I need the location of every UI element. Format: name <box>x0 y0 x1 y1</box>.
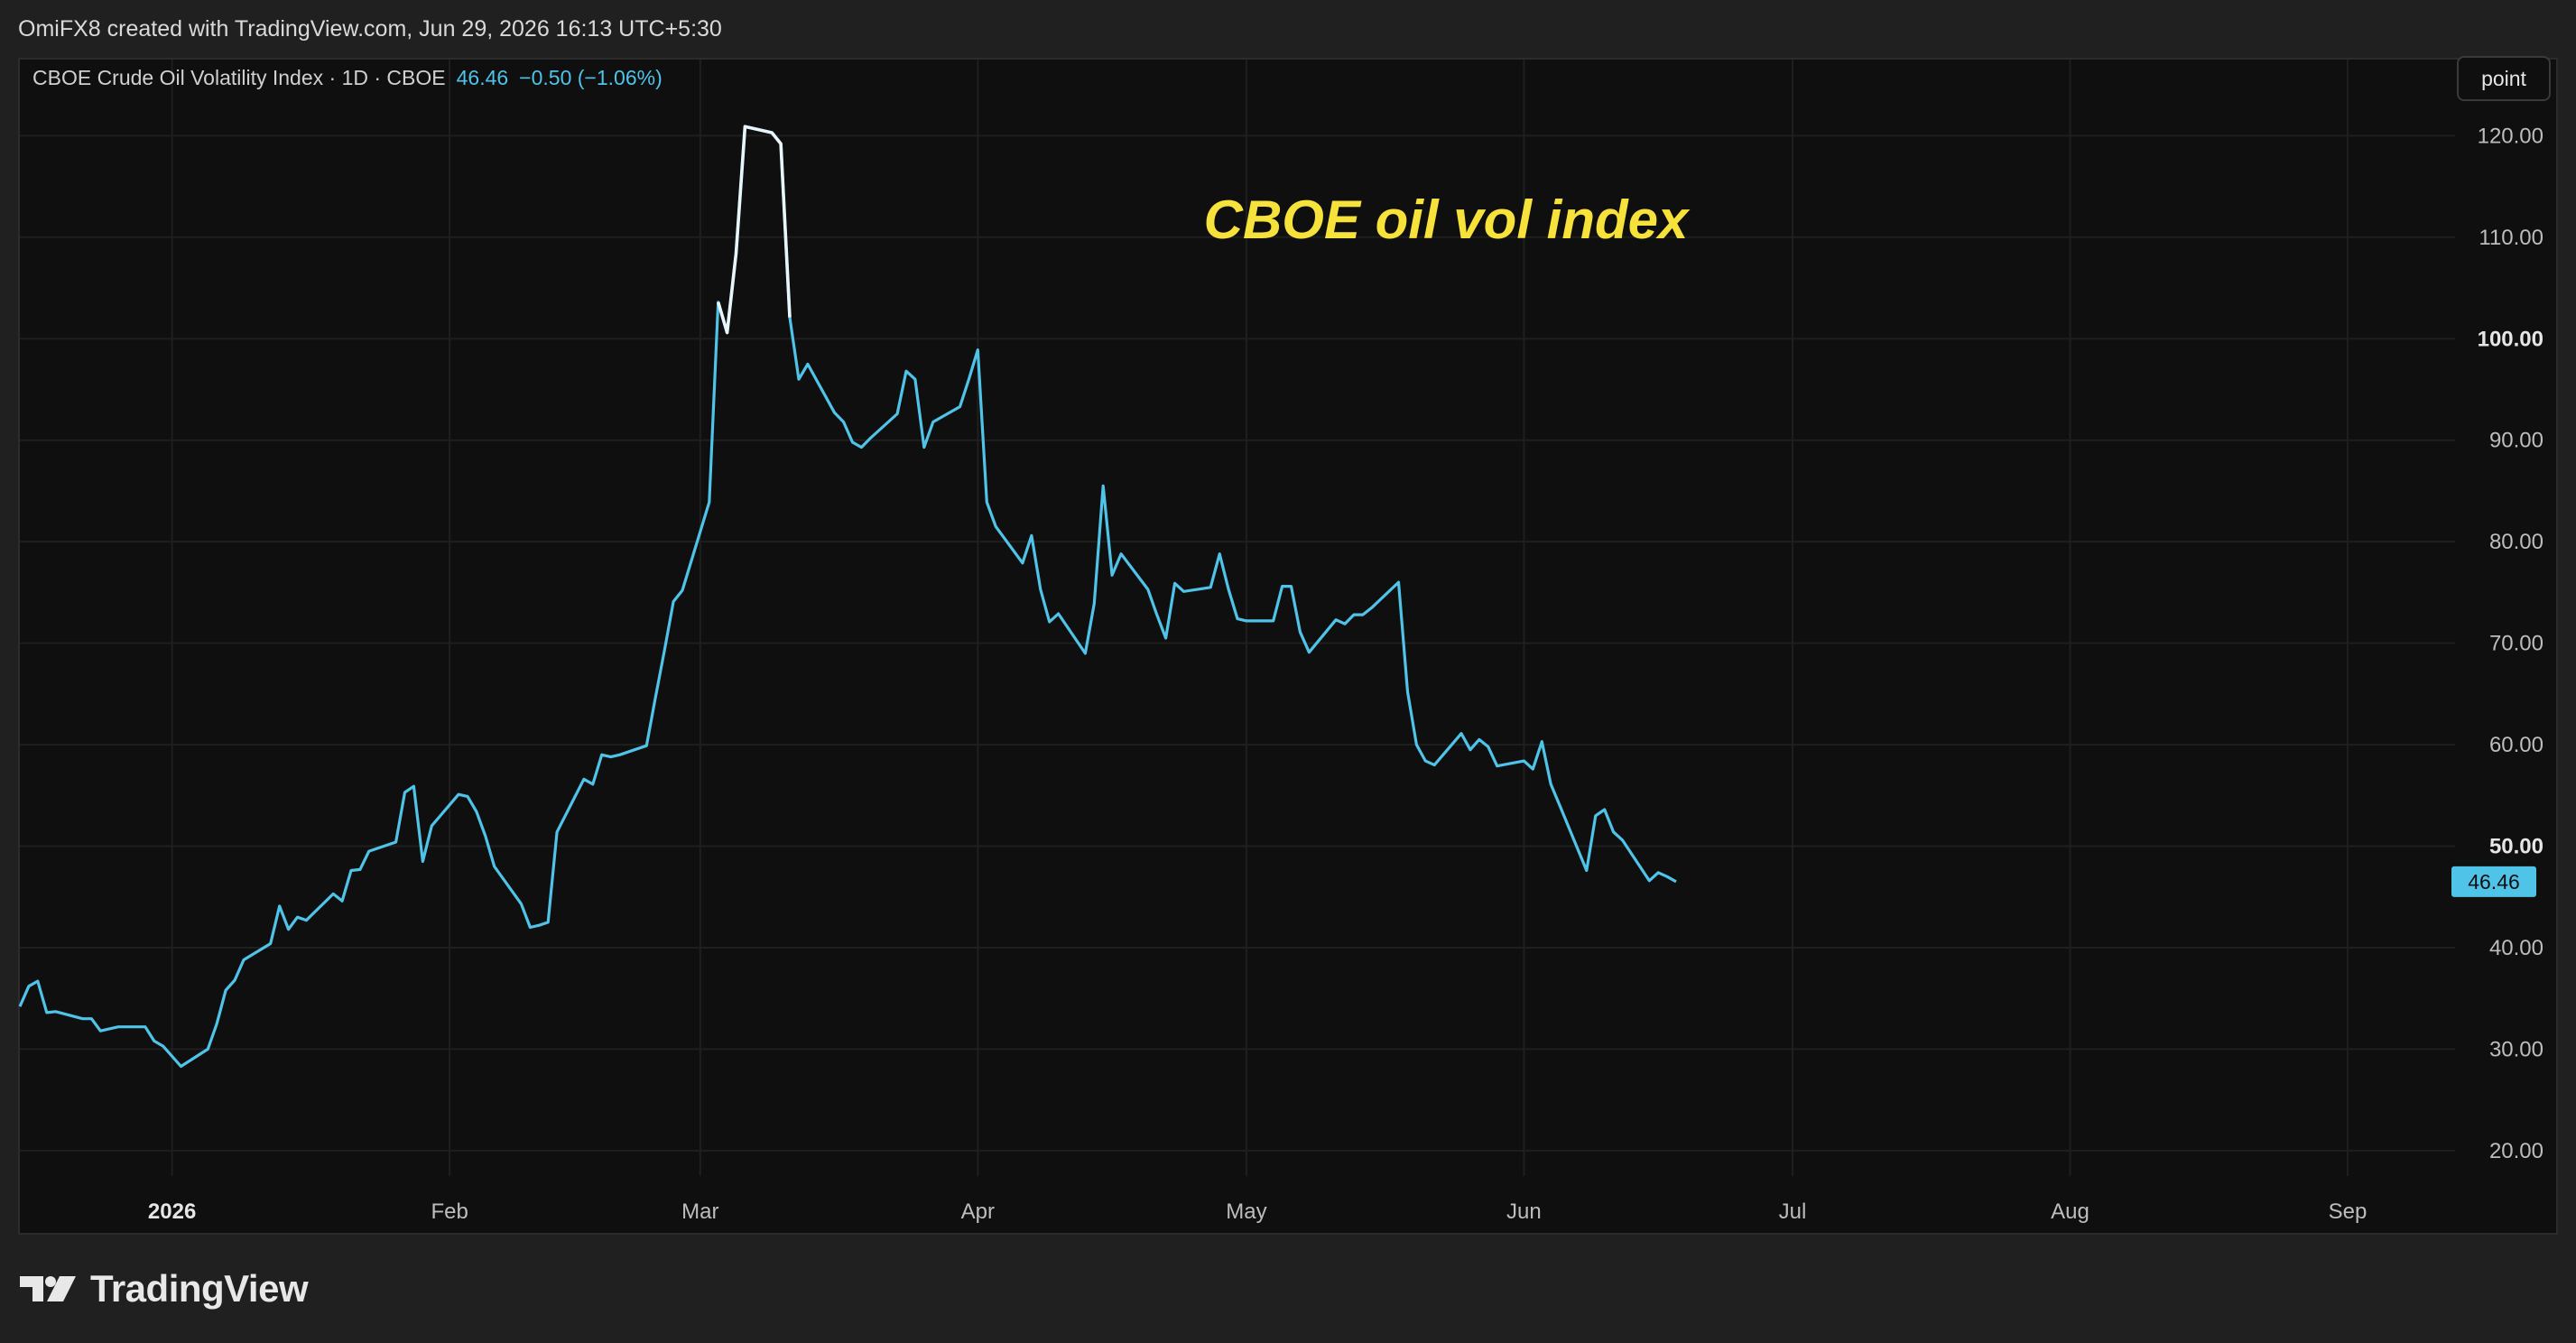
series-line-highlight <box>716 125 792 335</box>
last-value: 46.46 <box>456 66 509 89</box>
x-tick-label-7: Aug <box>2051 1199 2090 1224</box>
chart-frame[interactable] <box>18 58 2558 1235</box>
tradingview-logo-icon <box>20 1276 76 1301</box>
y-tick-label-5: 70.00 <box>2489 632 2544 656</box>
series-group <box>18 125 1677 1069</box>
x-tick-label-4: May <box>1226 1199 1266 1224</box>
y-tick-label-2: 40.00 <box>2489 936 2544 960</box>
x-tick-label-5: Jun <box>1506 1199 1542 1224</box>
price-tag-box <box>2451 866 2536 897</box>
annotation-text: CBOE oil vol index <box>1204 190 1691 250</box>
x-tick-label-1: Feb <box>431 1199 468 1224</box>
x-tick-label-2: Mar <box>681 1199 718 1224</box>
tradingview-logo[interactable]: TradingView <box>20 1262 309 1316</box>
change-value: −0.50 (−1.06%) <box>519 66 663 89</box>
symbol-legend[interactable]: CBOE Crude Oil Volatility Index · 1D · C… <box>32 63 663 92</box>
y-axis: 20.00 30.00 40.00 50.00 60.00 70.00 80.00 90.00… <box>2478 124 2544 1163</box>
y-tick-label-9: 110.00 <box>2479 226 2544 250</box>
price-tag-label: 46.46 <box>2468 870 2520 894</box>
y-tick-label-4: 60.00 <box>2489 733 2544 757</box>
x-tick-label-6: Jul <box>1779 1199 1807 1224</box>
top-bar: OmiFX8 created with TradingView.com, Jun… <box>0 0 2576 58</box>
grid-lines <box>20 60 2455 1176</box>
y-tick-label-3: 50.00 <box>2489 835 2544 859</box>
price-tag: 46.46 <box>2451 866 2536 897</box>
logo-text: TradingView <box>90 1267 309 1310</box>
y-tick-label-7: 90.00 <box>2489 429 2544 453</box>
y-tick-label-8: 100.00 <box>2478 327 2544 351</box>
y-tick-label-6: 80.00 <box>2489 530 2544 554</box>
x-tick-label-0: 2026 <box>148 1199 196 1224</box>
x-tick-label-8: Sep <box>2329 1199 2368 1224</box>
x-axis: 2026 Feb Mar Apr May Jun Jul Aug Sep <box>148 1199 2367 1224</box>
series-line[interactable] <box>18 125 1677 1069</box>
y-tick-label-1: 30.00 <box>2489 1037 2544 1061</box>
symbol-name: CBOE Crude Oil Volatility Index · 1D · C… <box>32 66 446 89</box>
y-tick-label-0: 20.00 <box>2489 1139 2544 1163</box>
x-tick-label-3: Apr <box>961 1199 995 1224</box>
y-tick-label-10: 120.00 <box>2478 124 2544 148</box>
attribution-text: OmiFX8 created with TradingView.com, Jun… <box>18 16 722 42</box>
point-button[interactable]: point <box>2457 56 2551 101</box>
